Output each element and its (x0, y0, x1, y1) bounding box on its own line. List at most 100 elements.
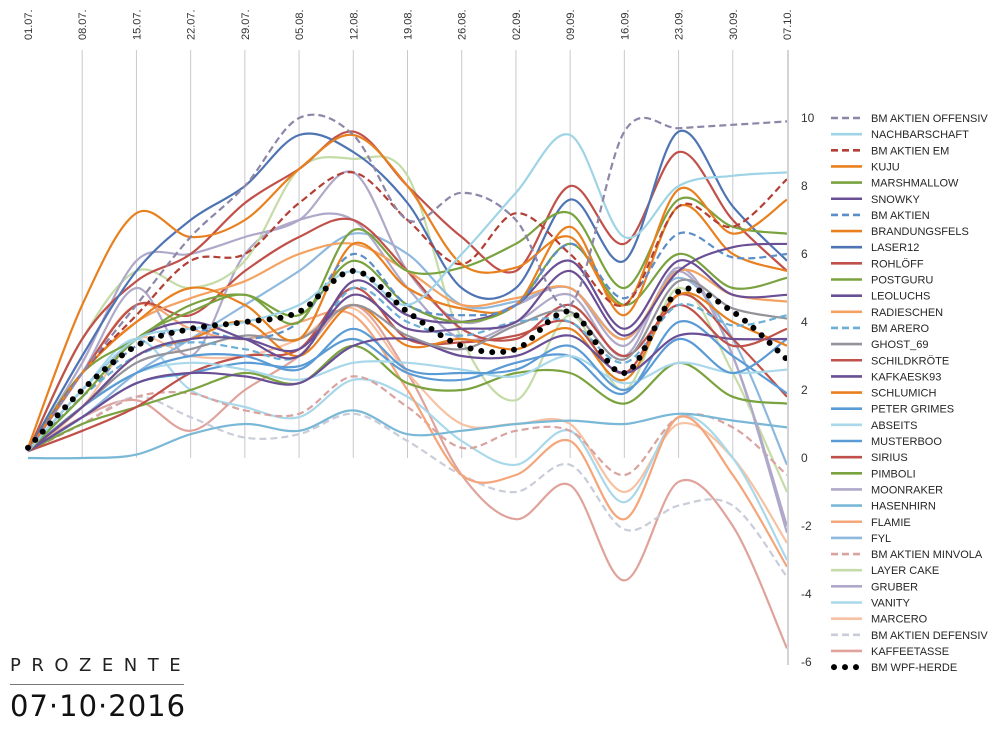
x-tick-label: 12.08. (348, 9, 360, 40)
legend-item: VANITY (831, 598, 911, 610)
legend-label: SCHILDKRÖTE (871, 355, 949, 367)
legend-item: PIMBOLI (831, 468, 916, 480)
series-line (27, 278, 788, 453)
series-line (25, 267, 790, 451)
legend-label: FLAMIE (871, 517, 911, 529)
y-tick-label: -6 (801, 655, 812, 669)
x-tick-label: 07.10. (782, 9, 794, 40)
legend-item: BM ARERO (831, 323, 930, 335)
legend-item: LASER12 (831, 242, 919, 254)
y-tick-label: -4 (801, 587, 812, 601)
legend-label: BM AKTIEN DEFENSIV (871, 630, 988, 642)
legend-label: BM ARERO (871, 323, 930, 335)
legend-item: ABSEITS (831, 420, 917, 432)
legend-label: GRUBER (871, 581, 918, 593)
legend-item: MARCERO (831, 614, 928, 626)
legend-item: HASENHIRN (831, 501, 936, 513)
legend-label: BRANDUNGSFELS (871, 226, 969, 238)
series-line (27, 232, 789, 466)
legend-item: BM AKTIEN MINVOLA (831, 549, 983, 561)
x-tick-label: 01.07. (23, 9, 35, 40)
y-tick-label: -2 (801, 519, 812, 533)
legend-label: GHOST_69 (871, 339, 928, 351)
legend-item: KAFKAESK93 (831, 371, 941, 383)
series-line (27, 259, 788, 452)
legend-label: MARCERO (871, 614, 928, 626)
legend-item: BM AKTIEN OFFENSIV (831, 113, 988, 125)
y-tick-label: 6 (801, 247, 808, 261)
legend-label: BM AKTIEN MINVOLA (871, 549, 983, 561)
series-line (27, 302, 788, 568)
legend-label: NACHBARSCHAFT (871, 129, 969, 141)
legend-label: MOONRAKER (871, 484, 943, 496)
legend-item: ROHLÖFF (831, 258, 924, 270)
legend-label: SCHLUMICH (871, 388, 936, 400)
series-line (27, 130, 788, 452)
x-tick-labels: 01.07. 08.07. 15.07. 22.07. 29.07. 05.08. 12.0… (23, 9, 794, 40)
series-line (27, 409, 788, 460)
footer: PROZENTE 07·10·2016 (10, 654, 192, 723)
legend-label: PETER GRIMES (871, 404, 954, 416)
legend-label: KUJU (871, 161, 900, 173)
x-tick-label: 15.07. (131, 9, 143, 40)
x-tick-label: 19.08. (403, 9, 415, 40)
legend-item: SNOWKY (831, 194, 921, 206)
legend-item: LAYER CAKE (831, 565, 939, 577)
legend-label: MARSHMALLOW (871, 178, 959, 190)
legend-label: FYL (871, 533, 891, 545)
x-tick-label: 29.07. (240, 9, 252, 40)
x-tick-label: 23.09. (674, 9, 686, 40)
x-tick-label: 09.09. (565, 9, 577, 40)
legend-label: LEOLUCHS (871, 291, 930, 303)
series-line (27, 303, 789, 649)
legend-item: MOONRAKER (831, 484, 943, 496)
legend-item: MARSHMALLOW (831, 178, 959, 190)
legend-label: LASER12 (871, 242, 919, 254)
legend-item: SIRIUS (831, 452, 908, 464)
series-line (27, 171, 788, 452)
legend-label: BM AKTIEN (871, 210, 930, 222)
series-line (27, 344, 788, 453)
legend-item: POSTGURU (831, 275, 933, 287)
legend-label: KAFKAESK93 (871, 371, 941, 383)
legend-item: BM WPF-HERDE (831, 662, 957, 674)
legend-label: PIMBOLI (871, 468, 916, 480)
legend-label: BM WPF-HERDE (871, 662, 957, 674)
series-line (27, 332, 788, 453)
legend-label: HASENHIRN (871, 501, 936, 513)
legend-label: KAFFEETASSE (871, 646, 949, 658)
y-tick-label: 0 (801, 451, 808, 465)
y-tick-label: 4 (801, 315, 808, 329)
x-tick-label: 02.09. (511, 9, 523, 40)
legend-label: BM AKTIEN EM (871, 145, 949, 157)
series-line (27, 395, 788, 578)
legend-item: GHOST_69 (831, 339, 928, 351)
legend-item: BM AKTIEN EM (831, 145, 949, 157)
legend-item: LEOLUCHS (831, 291, 930, 303)
series-line (27, 242, 788, 453)
legend-label: ABSEITS (871, 420, 917, 432)
series-line (27, 129, 788, 452)
legend-item: GRUBER (831, 581, 918, 593)
legend-label: RADIESCHEN (871, 307, 943, 319)
y-tick-label: 2 (801, 383, 808, 397)
legend-label: SIRIUS (871, 452, 908, 464)
legend-item: PETER GRIMES (831, 404, 954, 416)
footer-divider (10, 684, 184, 685)
x-tick-label: 26.08. (457, 9, 469, 40)
legend-item: KUJU (831, 161, 900, 173)
legend-item: BRANDUNGSFELS (831, 226, 969, 238)
series-line (27, 212, 789, 534)
x-tick-label: 16.09. (619, 9, 631, 40)
unit-label: PROZENTE (10, 655, 192, 676)
date-label: 07·10·2016 (10, 689, 187, 723)
legend-label: LAYER CAKE (871, 565, 939, 577)
series-line (27, 327, 788, 453)
y-tick-labels: 10 8 6 4 2 0 -2 -4 -6 (801, 111, 815, 669)
legend-item: MUSTERBOO (831, 436, 942, 448)
legend-item: SCHLUMICH (831, 388, 936, 400)
legend-item: FYL (831, 533, 891, 545)
legend-label: VANITY (871, 598, 911, 610)
legend: BM AKTIEN OFFENSIV NACHBARSCHAFT BM AKTIEN… (831, 113, 988, 674)
